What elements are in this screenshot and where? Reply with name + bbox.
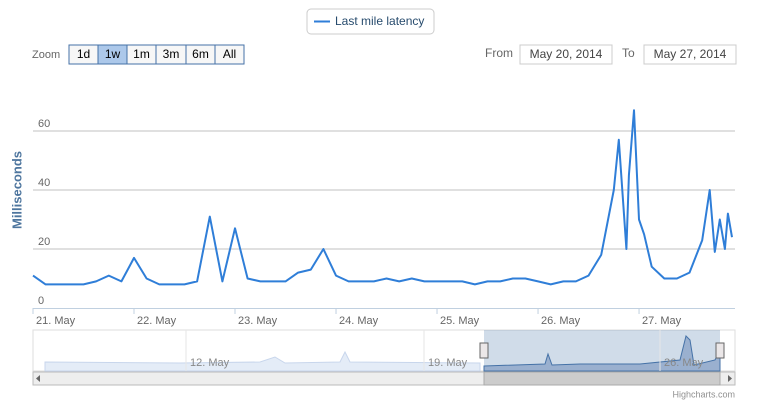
x-tick-label: 22. May xyxy=(137,315,177,327)
navigator-selected-series xyxy=(483,335,721,372)
zoom-button-label[interactable]: 1d xyxy=(77,47,90,61)
legend-box xyxy=(306,8,435,35)
y-tick-label: 40 xyxy=(38,177,50,189)
navigator-series xyxy=(44,350,481,372)
to-label: To xyxy=(622,46,635,60)
navigator-label: 26. May xyxy=(664,357,704,369)
zoom-button-label[interactable]: 1m xyxy=(133,47,150,61)
zoom-button-label[interactable]: All xyxy=(223,47,236,61)
x-tick-label: 26. May xyxy=(541,315,581,327)
to-date[interactable]: May 27, 2014 xyxy=(654,47,727,61)
x-tick-label: 24. May xyxy=(339,315,379,327)
from-input[interactable] xyxy=(519,44,613,65)
y-tick-label: 0 xyxy=(38,295,44,307)
navigator-handle[interactable] xyxy=(715,342,725,359)
y-tick-label: 60 xyxy=(38,118,50,130)
x-tick-label: 27. May xyxy=(642,315,682,327)
zoom-button-label[interactable]: 6m xyxy=(192,47,209,61)
x-tick-label: 23. May xyxy=(238,315,278,327)
navigator-label: 12. May xyxy=(190,357,230,369)
legend-label[interactable]: Last mile latency xyxy=(335,14,424,28)
zoom-button-label[interactable]: 3m xyxy=(163,47,180,61)
from-date[interactable]: May 20, 2014 xyxy=(530,47,603,61)
series-line xyxy=(32,109,733,286)
scroll-right[interactable] xyxy=(728,375,732,382)
navigator-label: 19. May xyxy=(428,357,468,369)
y-tick-label: 20 xyxy=(38,236,50,248)
x-tick-label: 25. May xyxy=(440,315,480,327)
credits[interactable]: Highcharts.com xyxy=(672,389,735,399)
scrollbar-thumb[interactable] xyxy=(483,371,721,386)
navigator-handle[interactable] xyxy=(479,342,489,359)
y-axis-title: Milliseconds xyxy=(9,151,24,229)
from-label: From xyxy=(485,46,513,60)
x-tick-label: 21. May xyxy=(36,315,76,327)
scroll-left[interactable] xyxy=(36,375,40,382)
zoom-button-label[interactable]: 1w xyxy=(105,47,121,61)
to-input[interactable] xyxy=(643,44,737,65)
zoom-button[interactable] xyxy=(214,44,245,65)
zoom-label: Zoom xyxy=(32,49,60,61)
